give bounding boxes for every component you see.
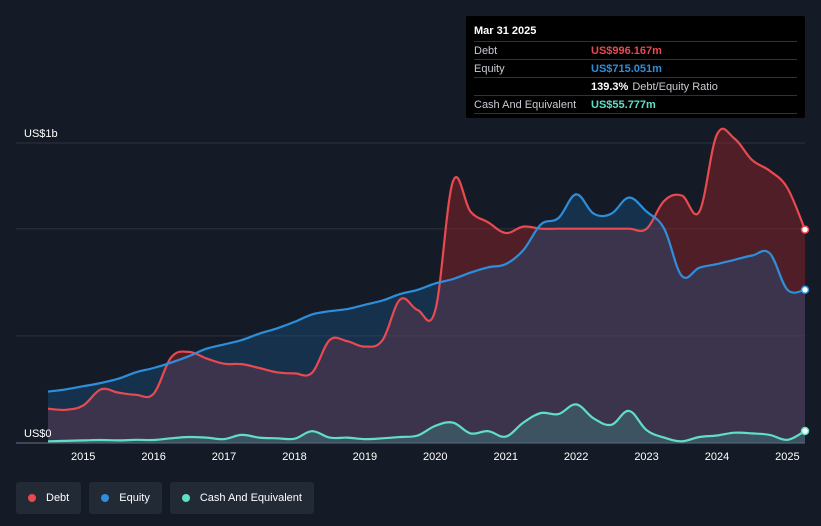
tooltip-cash-label: Cash And Equivalent bbox=[474, 98, 577, 111]
tooltip-cash-value: US$55.777m bbox=[591, 98, 656, 111]
tooltip-row-ratio: 139.3% Debt/Equity Ratio bbox=[474, 77, 797, 95]
tooltip-equity-value: US$715.051m bbox=[591, 62, 662, 75]
equity-line bbox=[47, 193, 806, 393]
tooltip-equity-label: Equity bbox=[474, 62, 505, 75]
equity-dot-icon bbox=[101, 494, 110, 502]
debt-dot-icon bbox=[28, 494, 36, 502]
cash-and-equivalent-endpoint bbox=[800, 426, 810, 436]
x-tick-label: 2022 bbox=[564, 451, 588, 463]
x-tick-label: 2025 bbox=[775, 451, 799, 463]
x-tick-label: 2015 bbox=[71, 451, 95, 463]
x-tick-label: 2020 bbox=[423, 451, 447, 463]
x-tick-label: 2018 bbox=[282, 451, 306, 463]
x-tick-label: 2016 bbox=[141, 451, 165, 463]
y-axis-label: US$0 bbox=[24, 428, 52, 440]
grid-lines bbox=[16, 142, 805, 444]
series-endpoints bbox=[800, 225, 810, 436]
tooltip-ratio-value: 139.3% bbox=[591, 80, 629, 93]
debt-endpoint bbox=[800, 225, 810, 234]
tooltip-row-debt: Debt US$996.167m bbox=[474, 41, 797, 59]
tooltip-row-equity: Equity US$715.051m bbox=[474, 59, 797, 77]
tooltip-panel: Mar 31 2025 Debt US$996.167m Equity US$7… bbox=[466, 16, 805, 118]
x-tick-label: 2017 bbox=[212, 451, 236, 463]
tooltip-debt-label: Debt bbox=[474, 44, 498, 57]
cash-and-equivalent-area bbox=[48, 404, 805, 443]
equity-endpoint bbox=[800, 285, 810, 295]
x-tick-label: 2021 bbox=[493, 451, 517, 463]
x-axis-ticks: 2015 2016 2017 2018 2019 2020 2021 2022 2023 2024… bbox=[71, 451, 800, 463]
debt-line bbox=[47, 127, 807, 412]
tooltip-ratio-label: Debt/Equity Ratio bbox=[632, 80, 718, 93]
cash-and-equivalent-line bbox=[47, 403, 806, 443]
series-lines bbox=[47, 127, 807, 443]
legend-item-equity[interactable]: Equity bbox=[89, 482, 162, 514]
y-axis-label: US$1b bbox=[24, 128, 58, 140]
legend-equity-label: Equity bbox=[119, 492, 150, 504]
cash-dot-icon bbox=[181, 494, 190, 502]
legend-debt-label: Debt bbox=[46, 492, 70, 504]
tooltip-date: Mar 31 2025 bbox=[474, 25, 537, 37]
legend-item-cash[interactable]: Cash And Equivalent bbox=[169, 482, 314, 514]
tooltip-debt-value: US$996.167m bbox=[591, 44, 662, 57]
x-tick-label: 2019 bbox=[353, 451, 377, 463]
x-tick-label: 2023 bbox=[634, 451, 658, 463]
x-tick-label: 2024 bbox=[705, 451, 729, 463]
legend-cash-label: Cash And Equivalent bbox=[199, 492, 302, 504]
tooltip-row-cash: Cash And Equivalent US$55.777m bbox=[474, 95, 797, 114]
legend-item-debt[interactable]: Debt bbox=[16, 482, 82, 514]
legend: Debt Equity Cash And Equivalent bbox=[16, 482, 314, 514]
y-axis-labels: US$1b US$0 bbox=[24, 128, 58, 440]
